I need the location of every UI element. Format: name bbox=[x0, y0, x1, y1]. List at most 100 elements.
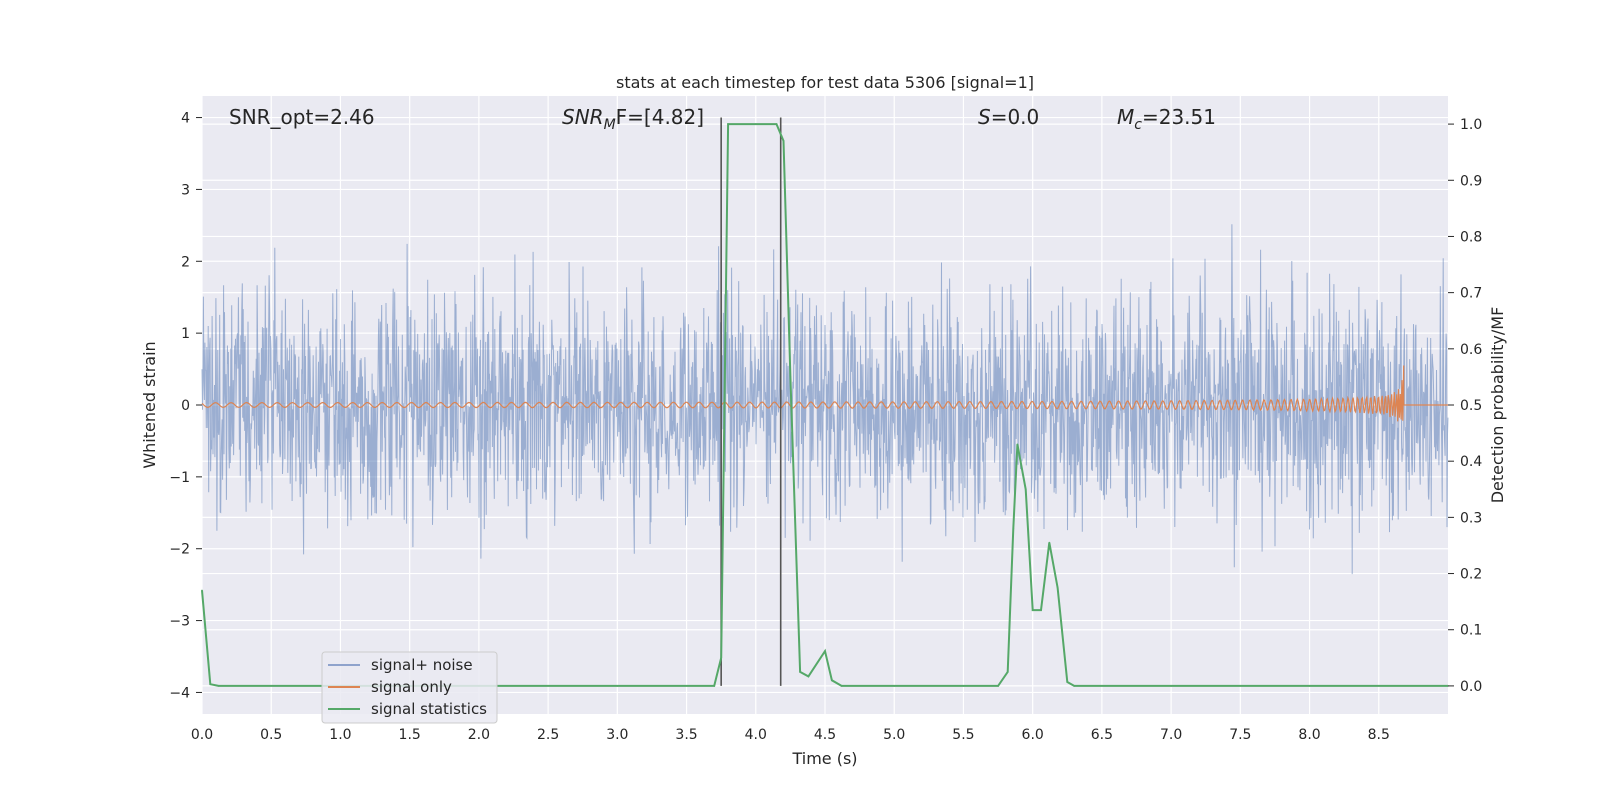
chart-title: stats at each timestep for test data 530… bbox=[616, 73, 1034, 92]
x-tick-label: 0.0 bbox=[191, 727, 213, 743]
x-tick-label: 6.0 bbox=[1022, 727, 1044, 743]
legend-box bbox=[321, 651, 498, 724]
statistics-point bbox=[824, 650, 826, 652]
snr-mf-sub: M bbox=[604, 117, 616, 133]
y-right-tick-label: 0.8 bbox=[1460, 229, 1482, 245]
noise-line bbox=[201, 224, 1449, 575]
statistics-point bbox=[727, 123, 729, 125]
statistics-point bbox=[775, 123, 778, 125]
statistics-line bbox=[201, 123, 1448, 687]
legend: signal+ noise signal only signal statist… bbox=[321, 651, 498, 724]
y-right-tick-label: 0.4 bbox=[1460, 454, 1482, 470]
statistics-point bbox=[1066, 681, 1069, 683]
x-tick-label: 0.5 bbox=[260, 727, 282, 743]
statistics-point bbox=[1024, 488, 1027, 491]
legend-label-chirp: signal only bbox=[371, 678, 452, 696]
y-left-tick-label: 3 bbox=[181, 182, 190, 198]
statistics-point bbox=[616, 685, 619, 687]
x-tick-label: 4.0 bbox=[745, 727, 767, 743]
y-right-tick-label: 0.0 bbox=[1460, 679, 1482, 695]
y-right-tick-label: 0.2 bbox=[1460, 567, 1482, 583]
statistics-point bbox=[1031, 609, 1034, 611]
legend-label-noise: signal+ noise bbox=[371, 656, 473, 674]
statistics-point bbox=[997, 685, 999, 687]
x-tick-label: 3.0 bbox=[606, 727, 628, 743]
statistics-point bbox=[831, 679, 833, 682]
statistics-point bbox=[713, 685, 715, 687]
y-right-ticks: 1.0 0.9 0.8 0.7 0.6 0.5 0.4 0.3 0.2 0.1 0.0 bbox=[1448, 117, 1482, 695]
x-tick-label: 8.0 bbox=[1298, 727, 1320, 743]
mc-rest: =23.51 bbox=[1142, 105, 1216, 129]
x-tick-label: 2.0 bbox=[468, 727, 490, 743]
s-base: S bbox=[978, 105, 991, 129]
annotation-mc: Mc=23.51 bbox=[1117, 105, 1216, 133]
y-right-axis-label: Detection probability/MF bbox=[1488, 307, 1507, 504]
x-tick-label: 7.5 bbox=[1229, 727, 1251, 743]
y-left-tick-label: −2 bbox=[169, 542, 190, 558]
y-left-tick-label: 2 bbox=[181, 254, 190, 270]
series-signal-only bbox=[201, 365, 1448, 422]
statistics-point bbox=[217, 685, 220, 687]
s-rest: =0.0 bbox=[991, 105, 1040, 129]
x-tick-label: 1.5 bbox=[399, 727, 421, 743]
series-signal-statistics bbox=[201, 123, 1449, 687]
snr-mf-base: SNR bbox=[562, 105, 604, 129]
x-tick-label: 5.5 bbox=[952, 727, 974, 743]
statistics-point bbox=[782, 140, 785, 142]
y-right-tick-label: 0.6 bbox=[1460, 342, 1482, 358]
x-ticks: 0.0 0.5 1.0 1.5 2.0 2.5 3.0 3.5 4.0 4.5 5.0 5.5 6.0 6… bbox=[191, 727, 1390, 743]
statistics-point bbox=[1012, 527, 1015, 530]
statistics-point bbox=[893, 685, 895, 687]
series-signal-noise bbox=[201, 224, 1449, 575]
y-left-tick-label: −1 bbox=[169, 470, 190, 486]
mc-base: M bbox=[1117, 105, 1134, 129]
y-right-tick-label: 0.9 bbox=[1460, 173, 1482, 189]
y-left-tick-label: −4 bbox=[169, 685, 190, 701]
statistics-point bbox=[1073, 685, 1075, 687]
y-left-tick-label: 0 bbox=[181, 398, 190, 414]
x-tick-label: 6.5 bbox=[1091, 727, 1113, 743]
statistics-point bbox=[962, 685, 965, 687]
mc-sub: c bbox=[1134, 117, 1142, 133]
y-left-tick-label: −3 bbox=[169, 614, 190, 630]
statistics-point bbox=[1040, 609, 1042, 611]
y-right-tick-label: 0.5 bbox=[1460, 398, 1482, 414]
y-right-tick-label: 1.0 bbox=[1460, 117, 1482, 133]
statistics-point bbox=[1308, 685, 1311, 687]
statistics-point bbox=[840, 685, 843, 687]
statistics-point bbox=[1016, 443, 1019, 446]
legend-label-stats: signal statistics bbox=[371, 700, 487, 718]
statistics-point bbox=[209, 683, 212, 685]
statistics-point bbox=[1048, 541, 1051, 544]
x-tick-label: 2.5 bbox=[537, 727, 559, 743]
y-left-tick-label: 4 bbox=[181, 111, 190, 127]
annotation-snr-opt: SNR_opt=2.46 bbox=[229, 105, 375, 129]
x-tick-label: 5.0 bbox=[883, 727, 905, 743]
statistics-point bbox=[1006, 671, 1009, 673]
statistics-point bbox=[1170, 685, 1172, 687]
y-left-tick-label: 1 bbox=[181, 326, 190, 342]
statistics-point bbox=[201, 589, 203, 592]
statistics-point bbox=[755, 123, 757, 125]
y-right-tick-label: 0.7 bbox=[1460, 286, 1482, 302]
x-tick-label: 4.5 bbox=[814, 727, 836, 743]
annotation-s: S=0.0 bbox=[978, 105, 1039, 129]
y-right-tick-label: 0.3 bbox=[1460, 510, 1482, 526]
y-right-tick-label: 0.1 bbox=[1460, 623, 1482, 639]
statistics-point bbox=[789, 376, 792, 378]
statistics-point bbox=[799, 671, 801, 673]
chirp-line bbox=[201, 365, 1448, 422]
statistics-point bbox=[1056, 586, 1059, 589]
y-left-axis-label: Whitened strain bbox=[140, 341, 159, 468]
annotation-snr-mf: SNRMF=[4.82] bbox=[562, 105, 704, 133]
x-tick-label: 3.5 bbox=[675, 727, 697, 743]
snr-mf-rest: F=[4.82] bbox=[616, 105, 704, 129]
statistics-point bbox=[720, 657, 722, 659]
statistics-point bbox=[807, 675, 810, 678]
x-tick-label: 1.0 bbox=[329, 727, 351, 743]
x-tick-label: 7.0 bbox=[1160, 727, 1182, 743]
x-tick-label: 8.5 bbox=[1368, 727, 1390, 743]
y-left-ticks: 4 3 2 1 0 −1 −2 −3 −4 bbox=[169, 111, 202, 701]
x-axis-label: Time (s) bbox=[791, 749, 857, 768]
